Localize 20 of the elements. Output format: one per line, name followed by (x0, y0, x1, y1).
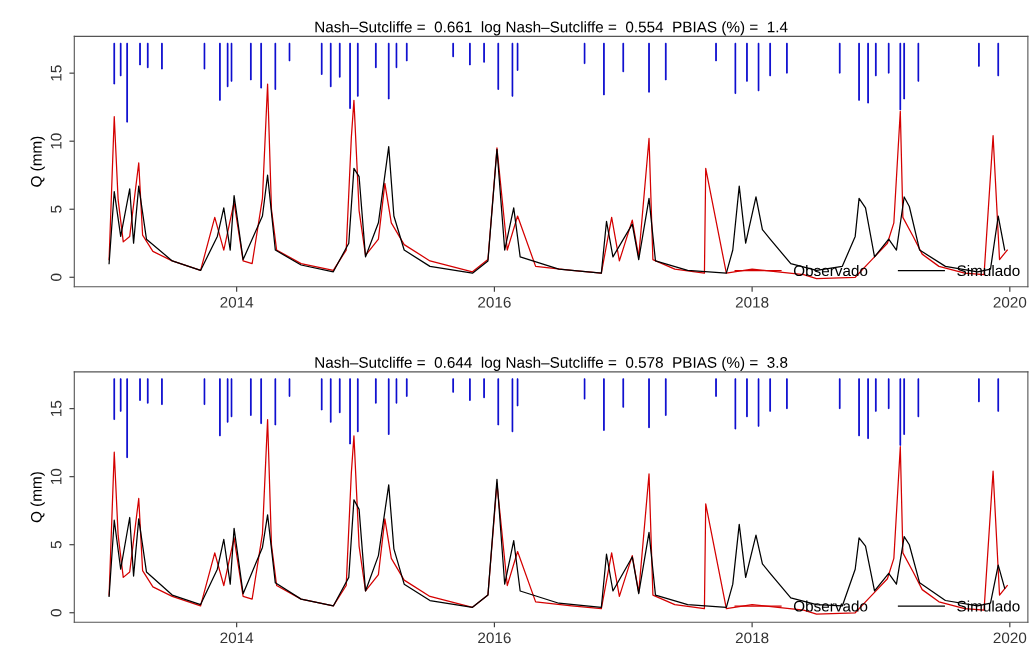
x-tick-label: 2018 (735, 632, 769, 644)
y-tick-label: 0 (50, 273, 62, 281)
y-axis-title: Q (mm) (30, 136, 45, 187)
chart-title: Nash–Sutcliffe = 0.661 log Nash–Sutcliffe = 0.554 PBIAS (%) = 1.4 (315, 21, 788, 36)
y-tick-label: 10 (50, 468, 62, 485)
y-tick-label: 15 (50, 400, 62, 416)
y-axis-title: Q (mm) (30, 472, 45, 523)
x-tick-label: 2014 (220, 296, 254, 308)
y-tick-label: 15 (50, 65, 62, 81)
x-tick-label: 2016 (478, 632, 511, 644)
x-tick-label: 2014 (220, 632, 254, 644)
x-tick-label: 2020 (993, 296, 1027, 308)
x-tick-label: 2020 (993, 632, 1027, 644)
x-tick-label: 2016 (478, 296, 511, 308)
y-tick-label: 0 (50, 609, 62, 617)
x-tick-label: 2018 (735, 296, 769, 308)
chart-title: Nash–Sutcliffe = 0.644 log Nash–Sutcliffe = 0.578 PBIAS (%) = 3.8 (315, 356, 788, 371)
y-tick-label: 5 (50, 205, 62, 213)
y-tick-label: 10 (50, 133, 62, 149)
y-tick-label: 5 (50, 541, 62, 549)
